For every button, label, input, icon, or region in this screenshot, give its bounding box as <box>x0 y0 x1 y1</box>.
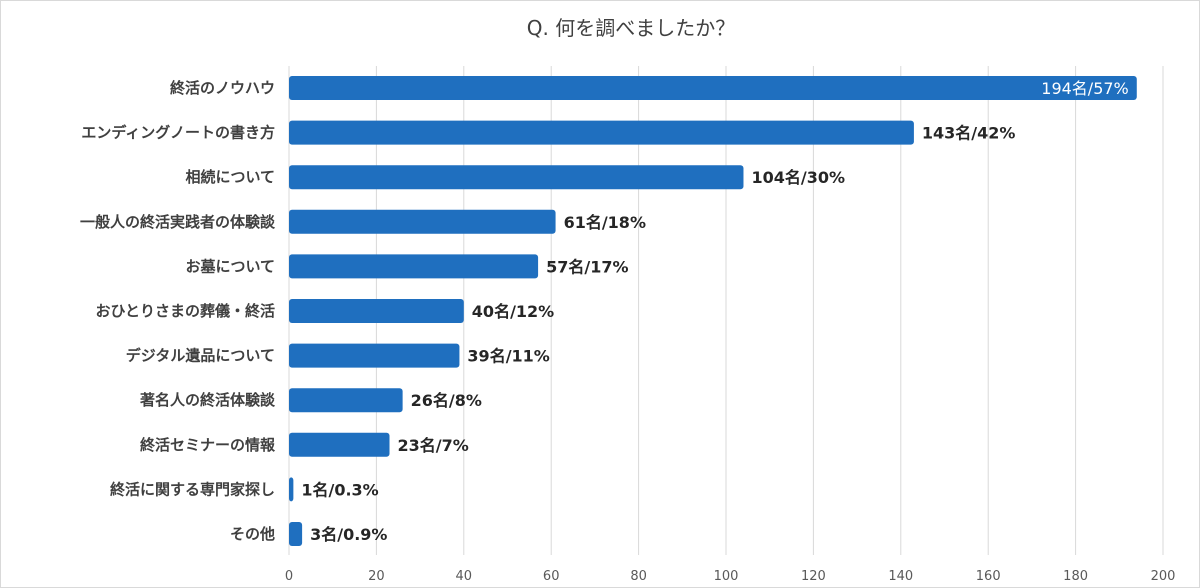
bar-9 <box>289 477 294 502</box>
x-tick-label-180: 180 <box>1063 569 1088 584</box>
data-label-7: 26名/8% <box>411 391 482 410</box>
category-label-3: 一般人の終活実践者の体験談 <box>80 213 276 231</box>
bar-10 <box>289 522 303 546</box>
data-label-10: 3名/0.9% <box>310 525 387 544</box>
x-tick-label-120: 120 <box>801 569 826 584</box>
data-label-1: 143名/42% <box>922 124 1016 143</box>
category-label-6: デジタル遺品について <box>126 347 275 365</box>
bar-2 <box>289 165 744 190</box>
chart-title: Q. 何を調べましたか？ <box>527 16 735 40</box>
bar-3 <box>289 209 556 234</box>
data-label-4: 57名/17% <box>546 257 628 276</box>
category-labels: 終活のノウハウエンディングノートの書き方相続について一般人の終活実践者の体験談お… <box>80 79 276 543</box>
data-label-0: 194名/57% <box>1041 79 1129 98</box>
bar-6 <box>289 343 460 368</box>
x-tick-label-20: 20 <box>368 569 385 584</box>
x-tick-label-140: 140 <box>888 569 913 584</box>
category-label-2: 相続について <box>185 168 275 186</box>
x-tick-label-100: 100 <box>714 569 739 584</box>
bar-8 <box>289 432 390 457</box>
data-label-9: 1名/0.3% <box>301 480 378 499</box>
category-label-8: 終活セミナーの情報 <box>140 436 276 454</box>
data-label-3: 61名/18% <box>564 213 646 232</box>
category-label-5: おひとりさまの葬儀・終活 <box>95 302 275 320</box>
bar-5 <box>289 299 464 323</box>
data-labels: 194名/57% 143名/42% 104名/30% 61名/18% 57名/17% 40… <box>301 79 1128 544</box>
bar-4 <box>289 254 539 279</box>
category-label-0: 終活のノウハウ <box>170 79 275 97</box>
bar-1 <box>289 120 914 145</box>
gridlines <box>288 66 1164 555</box>
data-label-6: 39名/11% <box>467 347 549 366</box>
data-label-2: 104名/30% <box>751 168 845 187</box>
x-tick-label-80: 80 <box>630 569 647 584</box>
x-tick-label-60: 60 <box>543 569 560 584</box>
x-axis-ticks: 0 20 40 60 80 100 120 140 160 180 200 <box>285 569 1176 584</box>
x-tick-label-160: 160 <box>976 569 1001 584</box>
bar-7 <box>289 388 403 413</box>
bars <box>289 76 1137 546</box>
data-label-5: 40名/12% <box>472 302 554 321</box>
category-label-9: 終活に関する専門家探し <box>110 480 275 498</box>
category-label-7: 著名人の終活体験談 <box>139 391 276 409</box>
category-label-1: エンディングノートの書き方 <box>81 124 275 142</box>
category-label-4: お墓について <box>185 257 275 275</box>
x-tick-label-200: 200 <box>1151 569 1176 584</box>
x-tick-label-40: 40 <box>456 569 473 584</box>
bar-0 <box>289 76 1137 100</box>
data-label-8: 23名/7% <box>398 436 469 455</box>
category-label-10: その他 <box>230 525 275 543</box>
x-tick-label-0: 0 <box>285 569 293 584</box>
